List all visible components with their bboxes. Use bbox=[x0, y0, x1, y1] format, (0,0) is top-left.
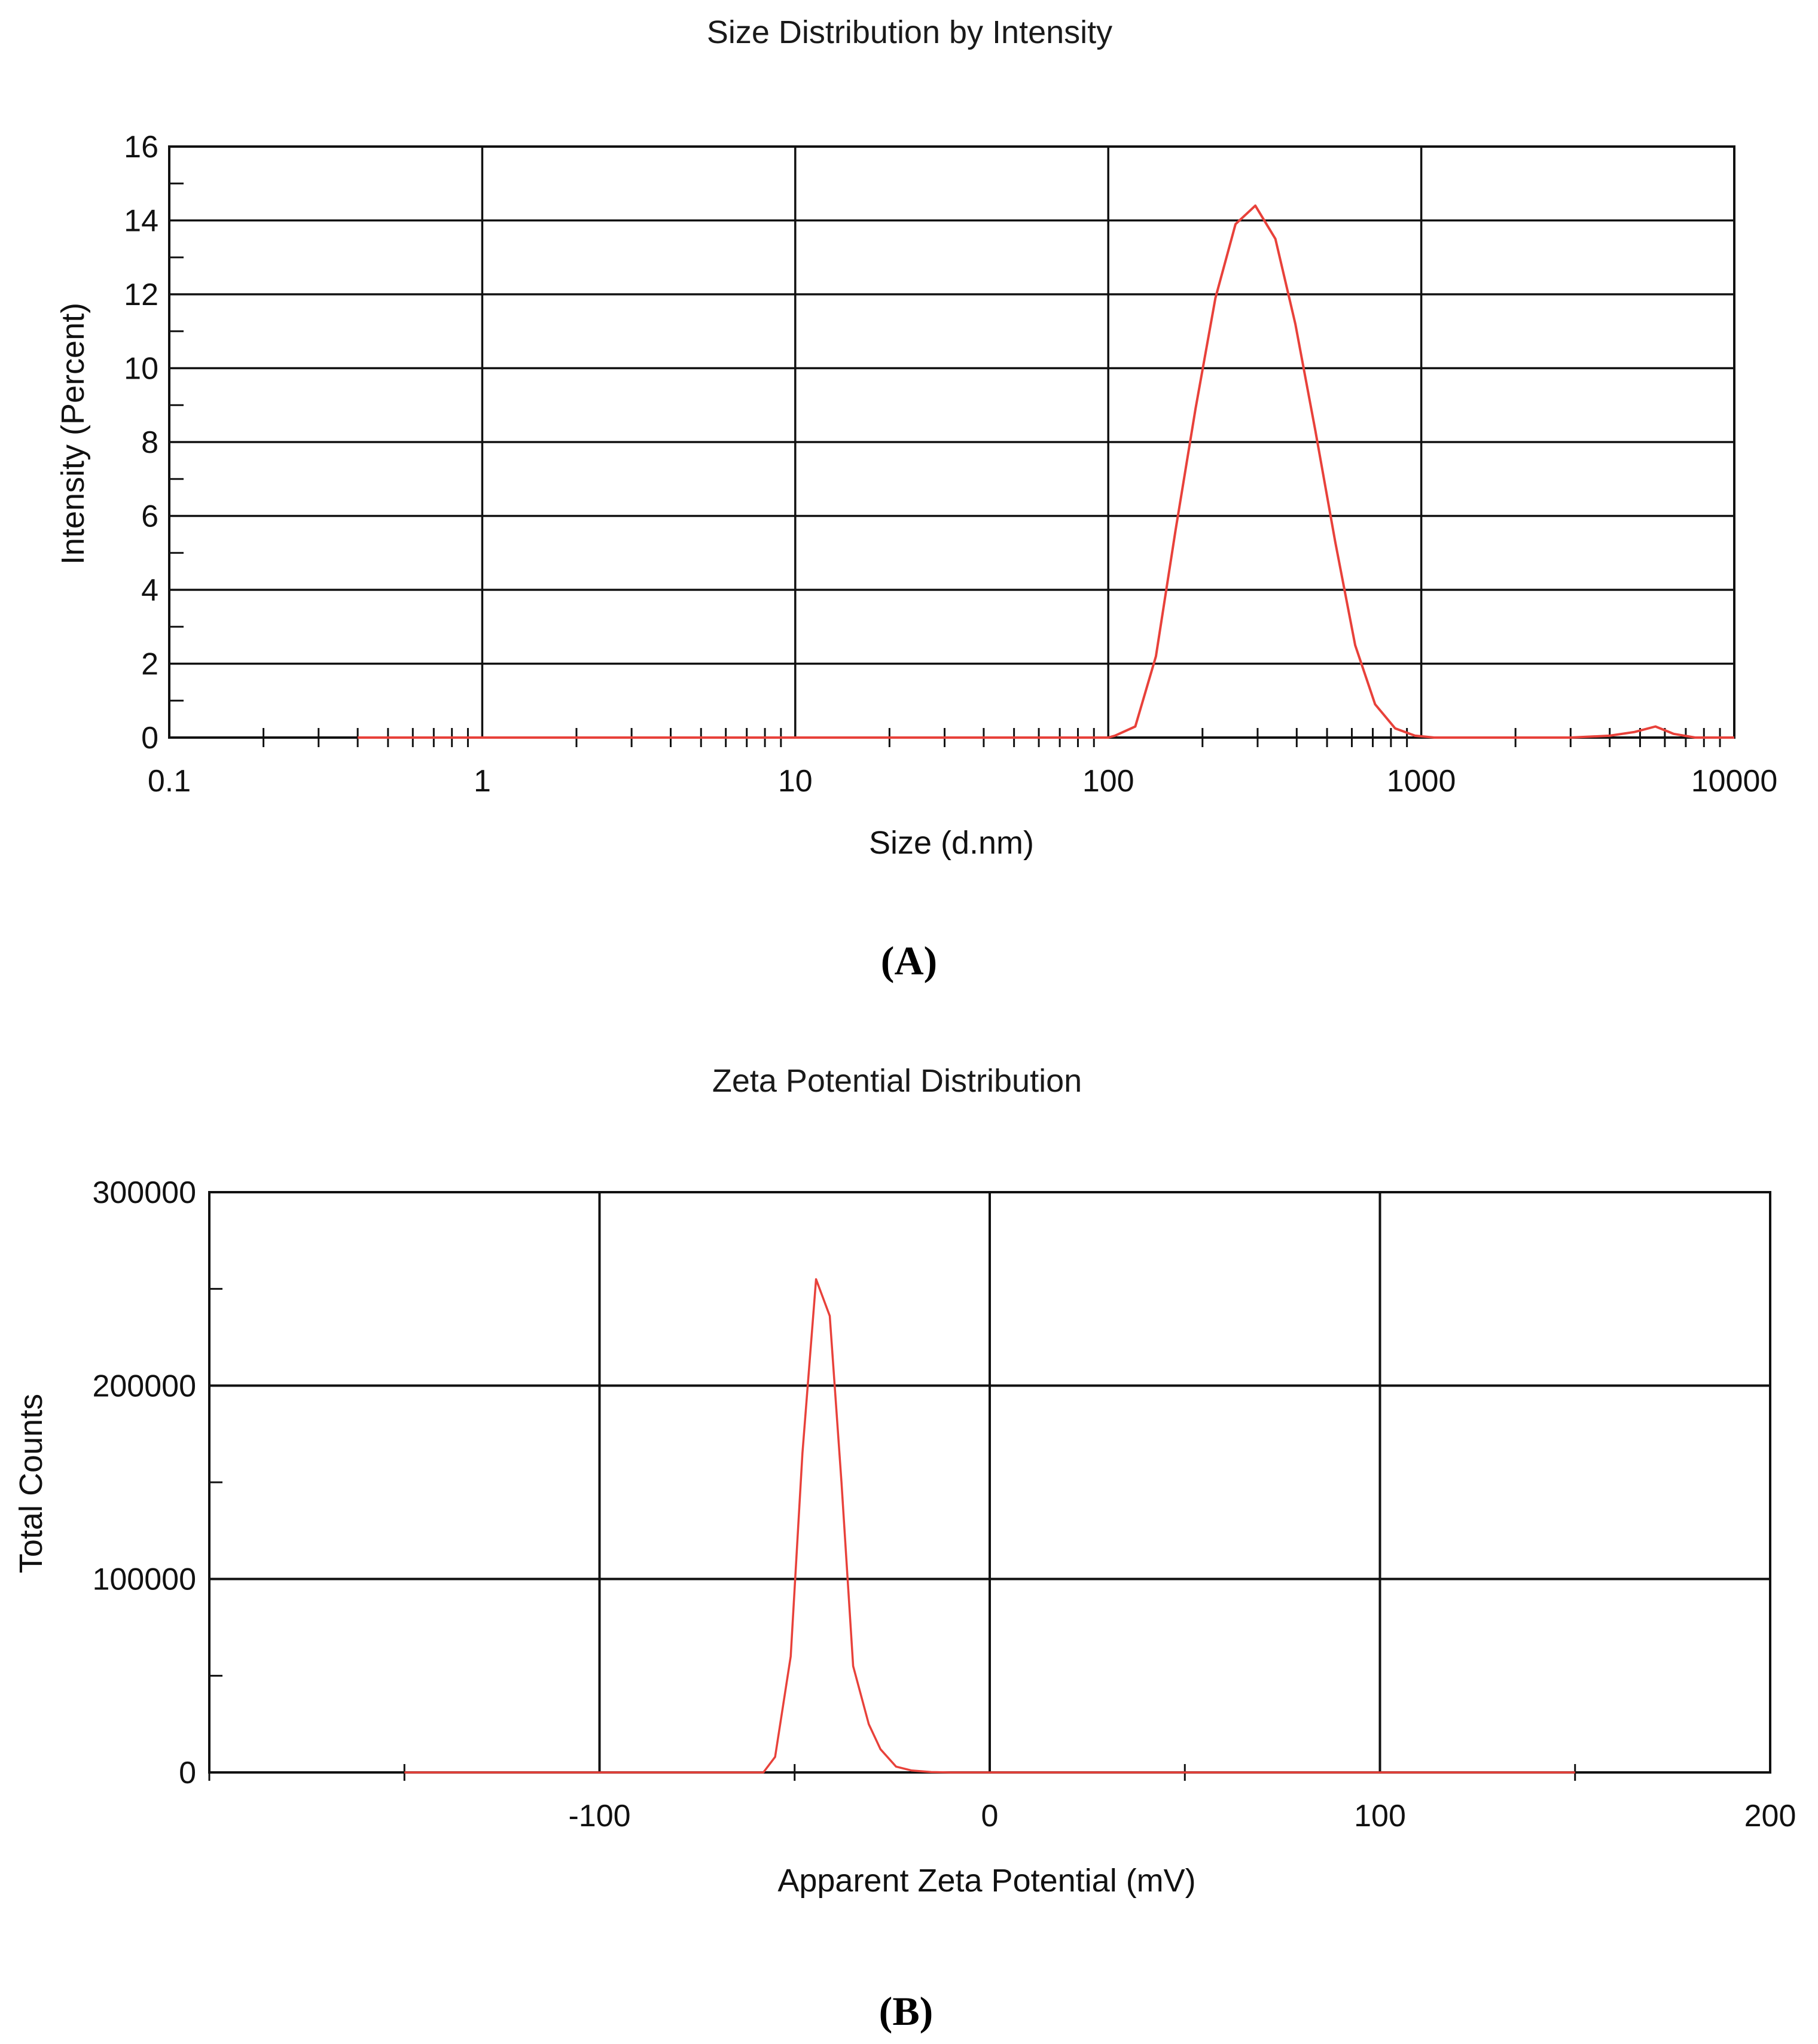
zeta-x-tick-label: 100 bbox=[1354, 1799, 1406, 1833]
zeta-y-tick-label: 100000 bbox=[92, 1562, 196, 1597]
panel-label-b: (B) bbox=[879, 1988, 934, 2034]
size-x-tick-labels: 0.1 1 10 100 1000 10000 bbox=[148, 764, 1777, 799]
zeta-x-tick-label: 0 bbox=[981, 1799, 999, 1833]
size-y-tick-label: 10 bbox=[124, 352, 158, 386]
size-distribution-chart: Size Distribution by Intensity 0.1 1 10 100… bbox=[55, 14, 1777, 861]
size-x-tick-label: 10 bbox=[778, 764, 813, 799]
size-grid bbox=[168, 145, 1735, 739]
size-x-tick-label: 100 bbox=[1082, 764, 1134, 799]
zeta-y-tick-label: 300000 bbox=[92, 1175, 196, 1210]
zeta-grid bbox=[209, 1191, 1771, 1774]
zeta-distribution-line bbox=[404, 1278, 1575, 1774]
size-y-tick-labels: 0 2 4 6 8 10 12 14 16 bbox=[124, 130, 158, 756]
size-y-tick-label: 6 bbox=[141, 499, 158, 534]
size-y-tick-label: 12 bbox=[124, 278, 158, 312]
zeta-y-tick-label: 0 bbox=[179, 1756, 196, 1790]
size-chart-title: Size Distribution by Intensity bbox=[707, 14, 1112, 50]
zeta-y-tick-labels: 0 100000 200000 300000 bbox=[92, 1175, 196, 1790]
size-y-tick-label: 4 bbox=[141, 573, 158, 608]
size-y-tick-label: 14 bbox=[124, 204, 158, 239]
zeta-x-tick-label: -100 bbox=[568, 1799, 630, 1833]
size-y-tick-label: 16 bbox=[124, 130, 158, 165]
zeta-x-tick-label: 200 bbox=[1744, 1799, 1796, 1833]
size-x-tick-label: 1000 bbox=[1387, 764, 1456, 799]
zeta-potential-chart: Zeta Potential Distribution -100 0 100 200 … bbox=[13, 1063, 1796, 1899]
zeta-y-tick-label: 200000 bbox=[92, 1369, 196, 1403]
size-distribution-line bbox=[358, 204, 1734, 739]
panel-label-a: (A) bbox=[881, 938, 937, 983]
size-y-tick-label: 8 bbox=[141, 425, 158, 460]
size-y-axis-label: Intensity (Percent) bbox=[55, 303, 91, 565]
size-minor-ticks bbox=[169, 182, 1721, 747]
zeta-x-axis-label: Apparent Zeta Potential (mV) bbox=[777, 1863, 1195, 1899]
zeta-x-tick-labels: -100 0 100 200 bbox=[568, 1799, 1796, 1833]
zeta-minor-ticks bbox=[208, 1288, 1576, 1781]
size-x-tick-label: 0.1 bbox=[148, 764, 191, 799]
size-x-tick-label: 10000 bbox=[1691, 764, 1778, 799]
zeta-chart-title: Zeta Potential Distribution bbox=[712, 1063, 1082, 1099]
size-x-axis-label: Size (d.nm) bbox=[869, 825, 1034, 861]
size-x-tick-label: 1 bbox=[474, 764, 491, 799]
size-y-tick-label: 2 bbox=[141, 647, 158, 682]
zeta-y-axis-label: Total Counts bbox=[13, 1394, 49, 1573]
size-y-tick-label: 0 bbox=[141, 721, 158, 756]
